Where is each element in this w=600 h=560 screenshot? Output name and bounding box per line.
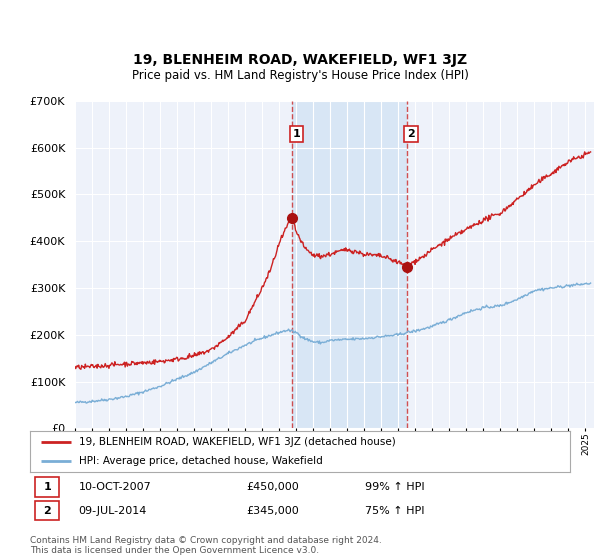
Text: HPI: Average price, detached house, Wakefield: HPI: Average price, detached house, Wake… [79,456,322,465]
Text: 2: 2 [407,129,415,139]
Text: 09-JUL-2014: 09-JUL-2014 [79,506,147,516]
Text: 1: 1 [292,129,300,139]
Text: 10-OCT-2007: 10-OCT-2007 [79,482,151,492]
Text: 99% ↑ HPI: 99% ↑ HPI [365,482,424,492]
Text: 19, BLENHEIM ROAD, WAKEFIELD, WF1 3JZ: 19, BLENHEIM ROAD, WAKEFIELD, WF1 3JZ [133,53,467,67]
Text: 19, BLENHEIM ROAD, WAKEFIELD, WF1 3JZ (detached house): 19, BLENHEIM ROAD, WAKEFIELD, WF1 3JZ (d… [79,437,395,447]
Bar [35,501,59,520]
Text: Contains HM Land Registry data © Crown copyright and database right 2024.
This d: Contains HM Land Registry data © Crown c… [30,536,382,555]
Text: Price paid vs. HM Land Registry's House Price Index (HPI): Price paid vs. HM Land Registry's House … [131,68,469,82]
Text: 75% ↑ HPI: 75% ↑ HPI [365,506,424,516]
Text: £345,000: £345,000 [246,506,299,516]
Text: 1: 1 [43,482,51,492]
Text: 2: 2 [43,506,51,516]
Text: £450,000: £450,000 [246,482,299,492]
Bar [35,477,59,497]
Bar [292,101,407,428]
